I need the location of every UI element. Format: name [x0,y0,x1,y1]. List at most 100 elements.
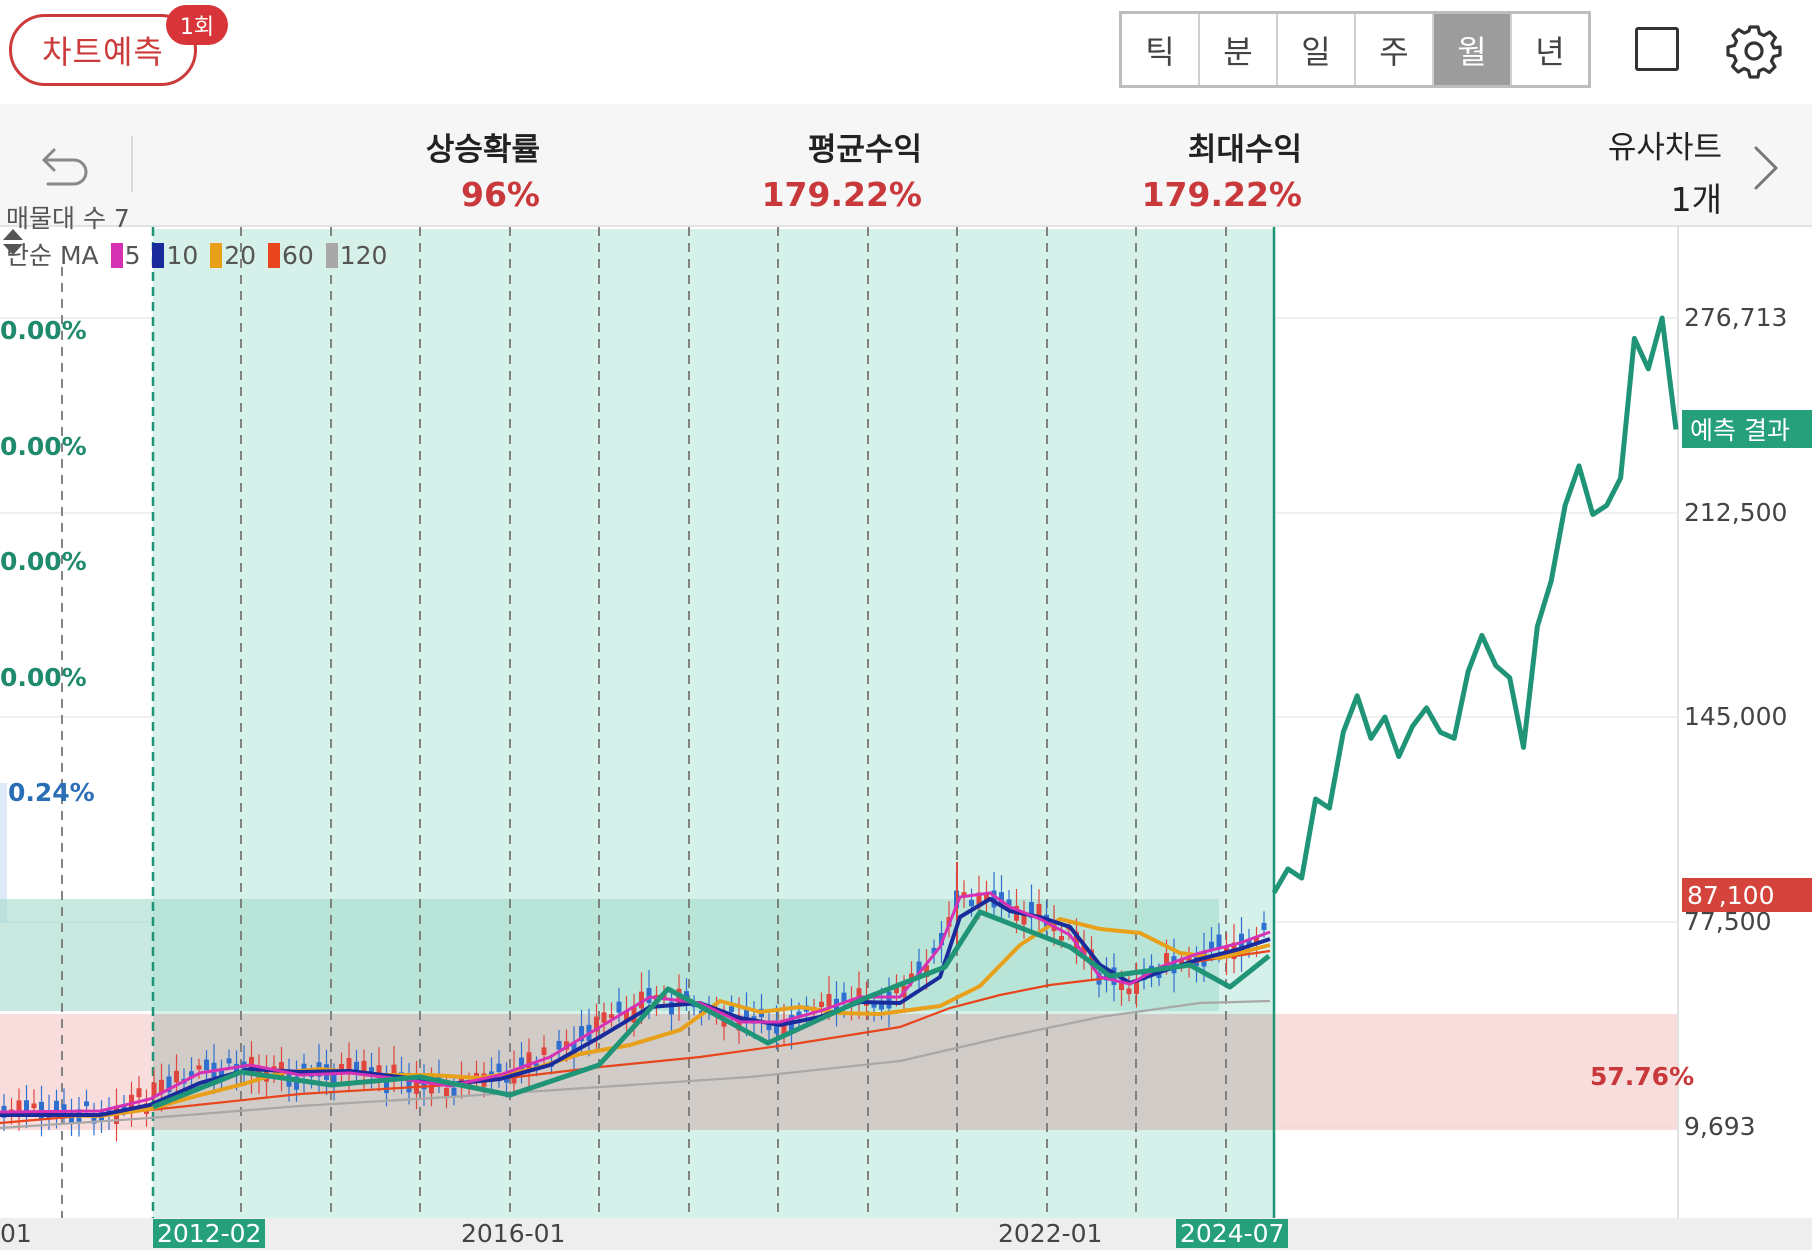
candle-body [1126,988,1132,995]
candle-body [931,947,937,954]
candle-body [1254,936,1259,943]
candle-body [1246,940,1252,946]
similar-charts-value: 1개 [1670,180,1722,219]
period-day[interactable]: 일 [1278,14,1356,85]
candle-body [819,1001,824,1008]
candle-body [856,988,862,1002]
ma20-swatch [210,243,223,268]
candle-body [534,1063,539,1068]
candle-body [226,1058,232,1064]
candle-body [151,1082,157,1098]
candle-body [999,892,1004,905]
candle-body [639,991,644,1009]
chevron-right-icon[interactable] [1748,140,1784,196]
y-axis-label: 9,693 [1684,1112,1756,1141]
candle-body [909,973,914,980]
rise-probability-value: 96% [461,175,540,214]
undo-icon[interactable] [36,140,92,196]
candle-body [1209,941,1214,949]
candle-body [339,1064,344,1074]
current-price-badge: 87,100 [1682,878,1812,912]
max-return-label: 최대수익 [1187,132,1302,168]
candle-body [414,1076,419,1094]
ma5-label: 5 [124,241,141,270]
avg-return-value: 179.22% [761,175,922,214]
candle-body [496,1063,502,1072]
period-year[interactable]: 년 [1535,32,1565,71]
max-return-value: 179.22% [1141,175,1302,214]
left-percent-label: 0.00% [0,547,87,576]
prediction-result-badge: 예측 결과 [1682,410,1812,448]
candle-body [91,1114,97,1124]
candle-body [871,1003,877,1008]
candle-body [526,1052,532,1070]
candle-body [1029,902,1034,918]
candle-body [189,1071,194,1079]
chart-predict-button[interactable]: 차트예측 [9,14,197,86]
candle-body [624,1011,629,1022]
stock-chart[interactable]: 매물대 수 7 단순 MA 5 10 20 60 120 0.00% 0.00%… [0,204,1812,1250]
candle-body [444,1088,449,1099]
period-month[interactable]: 월 [1434,14,1512,85]
candle-body [504,1076,509,1083]
candle-body [1059,936,1064,941]
candle-body [744,1009,749,1023]
candle-body [916,961,922,975]
candle-body [331,1074,337,1087]
left-percent-label: 0.00% [0,663,87,692]
candle-body [774,1021,779,1034]
candle-body [294,1076,299,1090]
candle-body [541,1047,547,1055]
candle-body [781,1019,787,1035]
candle-body [669,1001,674,1015]
candle-body [234,1063,239,1075]
candle-body [376,1065,382,1079]
square-icon[interactable] [1635,27,1679,71]
ma20-label: 20 [224,241,257,270]
ma60-label: 60 [281,241,314,270]
period-minute[interactable]: 분 [1200,14,1278,85]
candle-body [1119,982,1124,990]
x-axis-label-start: 2012-02 [153,1219,266,1248]
candle-body [894,987,899,994]
candle-body [1261,922,1267,931]
ma-10-line [0,896,1271,1117]
candle-body [601,1012,607,1023]
y-axis-label: 276,713 [1684,303,1788,332]
candle-body [886,991,892,1009]
gear-icon[interactable] [1726,23,1782,79]
ma120-label: 120 [339,241,388,270]
scroll-handle-icon[interactable] [0,227,26,257]
y-axis-label: 212,500 [1684,498,1788,527]
similar-charts-stat[interactable]: 유사차트 1개 [1560,122,1722,221]
candle-body [31,1103,37,1109]
prediction-line [1271,315,1679,895]
candle-body [84,1101,89,1107]
chart-canvas[interactable] [0,227,1812,1250]
candle-body [346,1057,352,1073]
candle-body [451,1087,457,1097]
candle-body [174,1070,179,1083]
candle-body [939,932,944,946]
candle-body [969,899,974,907]
x-axis-label: 2022-01 [998,1219,1103,1248]
candle-body [196,1065,202,1070]
candle-body [159,1079,164,1094]
prediction-stats-bar: 상승확률 96% 평균수익 179.22% 최대수익 179.22% 유사차트 … [0,104,1812,227]
y-axis-label: 145,000 [1684,702,1788,731]
candle-body [16,1100,22,1116]
candle-body [1134,980,1139,994]
x-axis-label: 2016-01 [461,1219,566,1248]
candle-body [1164,953,1169,964]
candle-body [729,1006,734,1013]
ma120-swatch [325,243,338,268]
candle-body [354,1061,359,1072]
candle-body [24,1100,29,1114]
period-tick[interactable]: 틱 [1122,14,1200,85]
candle-body [361,1060,367,1076]
candle-body [1156,973,1162,979]
x-axis: 01 2012-02 2016-01 2022-01 2024-07 [0,1218,1812,1250]
candle-body [61,1104,67,1114]
period-week[interactable]: 주 [1356,14,1434,85]
candle-body [429,1082,434,1094]
